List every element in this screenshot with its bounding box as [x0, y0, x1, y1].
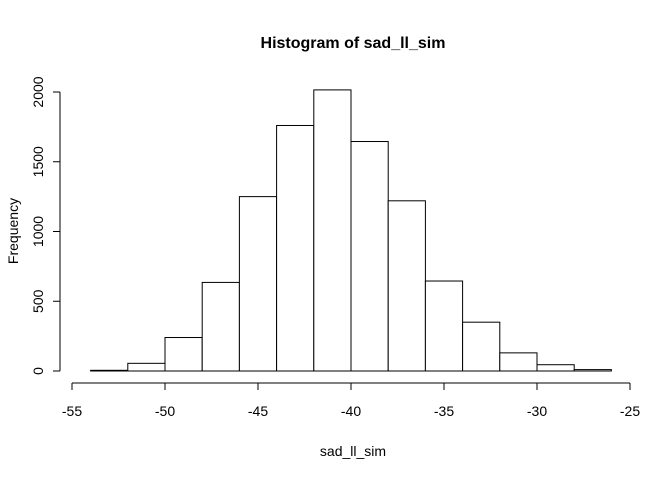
x-tick-label: -35	[434, 403, 454, 419]
x-tick-label: -40	[341, 403, 361, 419]
x-tick-label: -30	[527, 403, 547, 419]
x-tick-label: -55	[62, 403, 82, 419]
histogram-bar	[164, 337, 203, 372]
x-tick-label: -45	[248, 403, 268, 419]
y-tick-label: 1000	[30, 216, 46, 247]
x-tick-label: -25	[620, 403, 640, 419]
histogram-bar	[387, 200, 426, 372]
x-axis-label: sad_ll_sim	[320, 443, 386, 459]
histogram-bar	[313, 89, 352, 372]
y-tick-label: 2000	[30, 76, 46, 107]
histogram-bar	[90, 369, 129, 372]
y-tick-label: 500	[30, 289, 46, 313]
y-tick-label: 0	[30, 367, 46, 375]
histogram-bar	[499, 352, 538, 372]
histogram-bar	[238, 196, 278, 372]
histogram-bar	[462, 321, 501, 372]
histogram-bar	[350, 141, 389, 372]
x-axis: -55 -50 -45 -40 -35 -30 -25	[62, 382, 640, 419]
histogram-bar	[127, 362, 166, 372]
histogram-bar	[276, 124, 315, 372]
histogram-bar	[536, 364, 575, 372]
histogram-bar	[201, 281, 240, 372]
chart-title: Histogram of sad_ll_sim	[261, 35, 446, 52]
bars-group	[90, 89, 612, 372]
histogram-bar	[424, 280, 464, 372]
x-tick-label: -50	[155, 403, 175, 419]
y-axis: 0 500 1000 1500 2000	[30, 76, 61, 375]
y-tick-label: 1500	[30, 146, 46, 177]
y-axis-label: Frequency	[5, 198, 21, 264]
histogram-bar	[573, 369, 612, 372]
